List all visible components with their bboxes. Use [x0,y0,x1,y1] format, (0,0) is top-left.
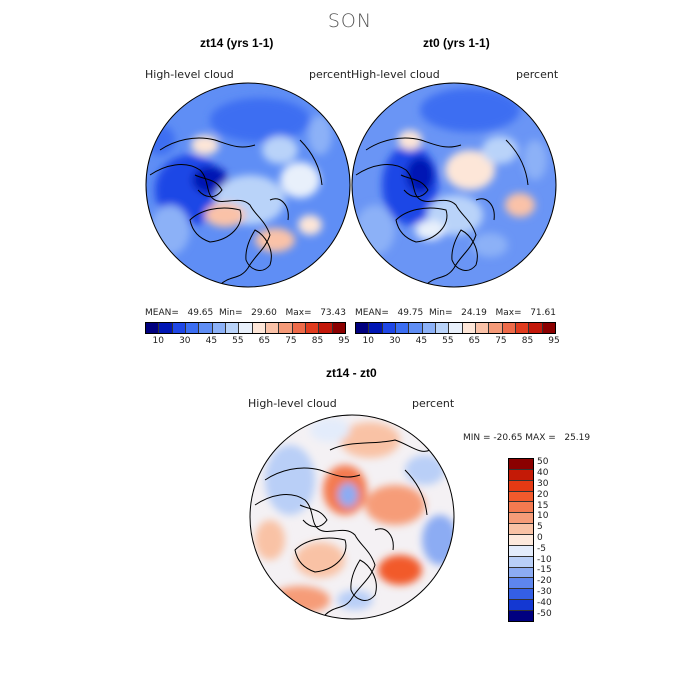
colorbar-1-swatch [172,323,186,333]
colorbar-3-tick-label: -20 [537,576,552,587]
colorbar-1-swatch [185,323,200,333]
colorbar-3-tick-label: 30 [537,479,549,489]
colorbar-2-swatch [502,323,516,333]
colorbar-2-swatch [369,323,383,333]
colorbar-3-tick-label: -5 [537,543,546,554]
colorbar-2-swatch [409,323,423,333]
colorbar-1-swatch [225,323,240,333]
colorbar-2-tick-label: 95 [548,336,560,346]
panel-2-variable: High-level cloud [351,68,440,81]
colorbar-2-swatch [462,323,476,333]
colorbar-3-swatch [509,556,533,568]
colorbar-2-swatch [529,323,543,333]
colorbar-2-tick-label: 45 [415,336,428,346]
colorbar-3-swatch [509,589,533,601]
colorbar-1 [145,322,346,334]
map-2 [352,83,556,287]
colorbar-1-swatch [212,323,226,333]
colorbar-3-tick-label: 10 [537,511,549,522]
colorbar-3-tick-label: 0 [537,533,543,543]
panel-3-units: percent [412,397,455,410]
colorbar-2-swatch [395,323,410,333]
colorbar-3-swatch [509,459,533,470]
colorbar-2-swatch [489,323,503,333]
colorbar-1-swatch [199,323,213,333]
colorbar-1-tick-label: 65 [258,336,271,346]
colorbar-3-swatch [509,502,533,514]
colorbar-3-swatch [509,600,533,612]
colorbar-2-swatch [422,323,436,333]
panel-3-stats: MIN = -20.65 MAX = 25.19 [463,433,591,443]
colorbar-3-swatch [509,469,533,481]
colorbar-3-tick-label: -50 [537,608,552,619]
colorbar-3-swatch [509,480,533,492]
colorbar-2-tick-label: 55 [442,336,454,346]
panel-1-variable: High-level cloud [145,68,234,81]
colorbar-2-swatch [435,323,450,333]
panel-1-stats: MEAN= 49.65 Min= 29.60 Max= 73.43 [145,308,346,318]
colorbar-1-labels: 10 30 45 55 65 75 85 95 [145,336,350,348]
colorbar-2-tick-label: 65 [468,336,481,346]
colorbar-3-labels: 50 40 30 20 15 10 5 0 -5 -10 -15 -20 -30 -40 -50 [537,457,577,622]
panel-3-variable: High-level cloud [248,397,337,410]
colorbar-1-swatch [239,323,253,333]
colorbar-1-tick-label: 30 [179,336,191,346]
colorbar-3-tick-label: -15 [537,565,552,576]
colorbar-3-tick-label: -40 [537,597,552,608]
colorbar-3-swatch [509,567,533,579]
colorbar-1-tick-label: 85 [311,336,324,346]
colorbar-3-tick-label: -10 [537,554,552,565]
colorbar-1-swatch [159,323,173,333]
panel-3-title: zt14 - zt0 [326,366,377,380]
colorbar-1-tick-label: 45 [205,336,218,346]
map-1 [146,83,350,287]
colorbar-1-swatch [332,323,345,333]
colorbar-3 [508,458,534,622]
colorbar-1-tick-label: 10 [152,336,164,346]
page-title: SON [327,10,373,32]
colorbar-2-swatch [542,323,555,333]
colorbar-2-labels: 10 30 45 55 65 75 85 95 [355,336,560,348]
colorbar-2-swatch [515,323,530,333]
colorbar-3-tick-label: 20 [537,489,549,500]
map-3 [250,415,454,619]
colorbar-2-swatch [475,323,490,333]
colorbar-3-swatch [509,578,533,590]
colorbar-3-swatch [509,535,533,546]
colorbar-1-tick-label: 75 [285,336,297,346]
panel-2-units: percent [516,68,559,81]
panel-1-units: percent [309,68,352,81]
colorbar-1-swatch [265,323,280,333]
colorbar-1-swatch [319,323,333,333]
colorbar-2-tick-label: 85 [521,336,534,346]
colorbar-1-swatch [146,323,160,333]
colorbar-1-tick-label: 55 [232,336,244,346]
colorbar-2-swatch [382,323,396,333]
colorbar-3-tick-label: 40 [537,468,549,479]
colorbar-3-swatch [509,545,533,557]
panel-2-title: zt0 (yrs 1-1) [423,36,490,50]
colorbar-2-tick-label: 30 [389,336,401,346]
colorbar-3-swatch [509,491,533,503]
panel-1-title: zt14 (yrs 1-1) [200,36,274,50]
colorbar-2-tick-label: 75 [495,336,507,346]
colorbar-3-tick-label: 50 [537,457,549,468]
colorbar-1-swatch [252,323,266,333]
colorbar-2-swatch [356,323,370,333]
colorbar-1-swatch [279,323,293,333]
panel-2-stats: MEAN= 49.75 Min= 24.19 Max= 71.61 [355,308,556,318]
colorbar-1-swatch [292,323,306,333]
colorbar-1-tick-label: 95 [338,336,350,346]
colorbar-3-tick-label: -30 [537,587,552,597]
colorbar-2 [355,322,556,334]
colorbar-3-swatch [509,611,533,621]
colorbar-3-swatch [509,524,533,536]
colorbar-2-swatch [449,323,463,333]
colorbar-2-tick-label: 10 [362,336,374,346]
colorbar-3-tick-label: 15 [537,500,549,511]
colorbar-3-tick-label: 5 [537,522,543,533]
colorbar-3-swatch [509,513,533,525]
colorbar-1-swatch [305,323,320,333]
